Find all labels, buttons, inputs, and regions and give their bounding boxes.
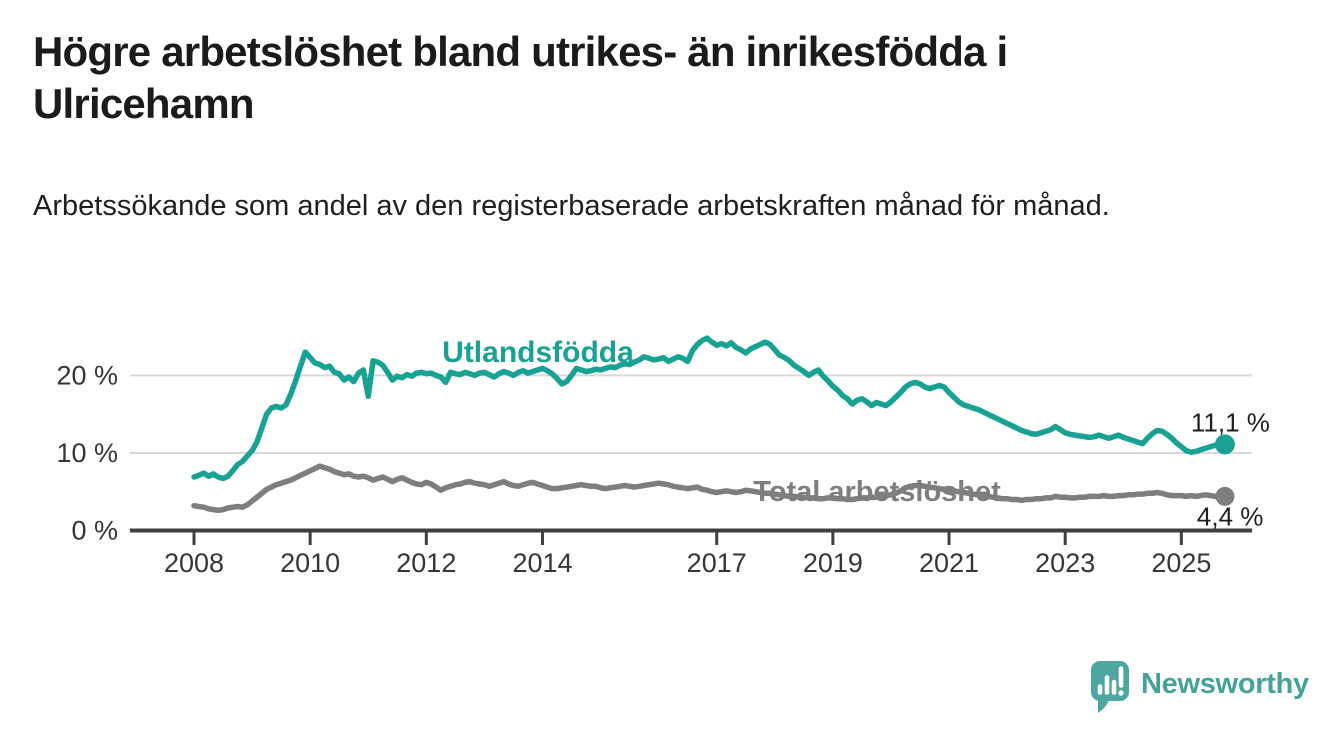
x-tick-label: 2019 (803, 548, 863, 578)
series-end-dot-utlandsfodda (1214, 434, 1235, 455)
bar-chart-glyph (1097, 666, 1124, 695)
x-tick-label: 2021 (919, 548, 979, 578)
newsworthy-logo-text: Newsworthy (1141, 668, 1309, 700)
exclamation-dot (1118, 690, 1124, 696)
end-value-label-total: 4,4 % (1197, 501, 1264, 531)
x-tick-label: 2017 (687, 548, 747, 578)
newsworthy-logo: Newsworthy (1090, 660, 1309, 716)
x-tick-label: 2023 (1035, 548, 1095, 578)
y-tick-label: 20 % (56, 360, 118, 390)
page-subtitle: Arbetssökande som andel av den registerb… (33, 190, 1110, 222)
x-tick-label: 2014 (512, 548, 572, 578)
speech-bubble-body (1091, 661, 1129, 701)
series-label-total: Total arbetslöshet (753, 476, 1001, 508)
series-line-total (191, 463, 1228, 514)
series-end-dot-total (1215, 486, 1235, 506)
bar-chart-speech-bubble-icon (1091, 661, 1129, 713)
x-tick-label: 2012 (396, 548, 456, 578)
speech-bubble-tail (1098, 699, 1110, 713)
x-tick-label: 2025 (1151, 548, 1211, 578)
y-tick-label: 10 % (56, 438, 118, 468)
x-tick-label: 2008 (164, 548, 224, 578)
page-title: Högre arbetslöshet bland utrikes- än inr… (33, 28, 1008, 127)
series-label-utlandsfodda: Utlandsfödda (442, 336, 634, 369)
x-tick-label: 2010 (280, 548, 340, 578)
end-value-label-utlandsfodda: 11,1 % (1191, 407, 1270, 437)
series-line-utlandsfodda (191, 335, 1228, 482)
y-tick-label: 0 % (71, 516, 118, 546)
